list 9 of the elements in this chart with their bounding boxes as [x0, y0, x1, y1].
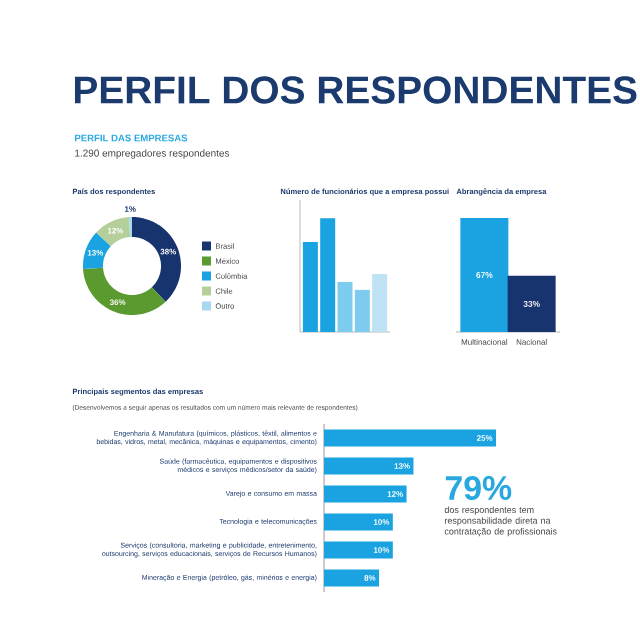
text: PERFIL DOS RESPONDENTES — [74, 76, 637, 104]
bar — [324, 457, 414, 475]
bar — [324, 485, 407, 503]
annotation: 79% — [445, 476, 512, 500]
bar — [372, 273, 388, 332]
bar — [324, 541, 393, 559]
bar — [324, 569, 380, 587]
bar — [324, 429, 496, 447]
bar — [324, 513, 393, 531]
